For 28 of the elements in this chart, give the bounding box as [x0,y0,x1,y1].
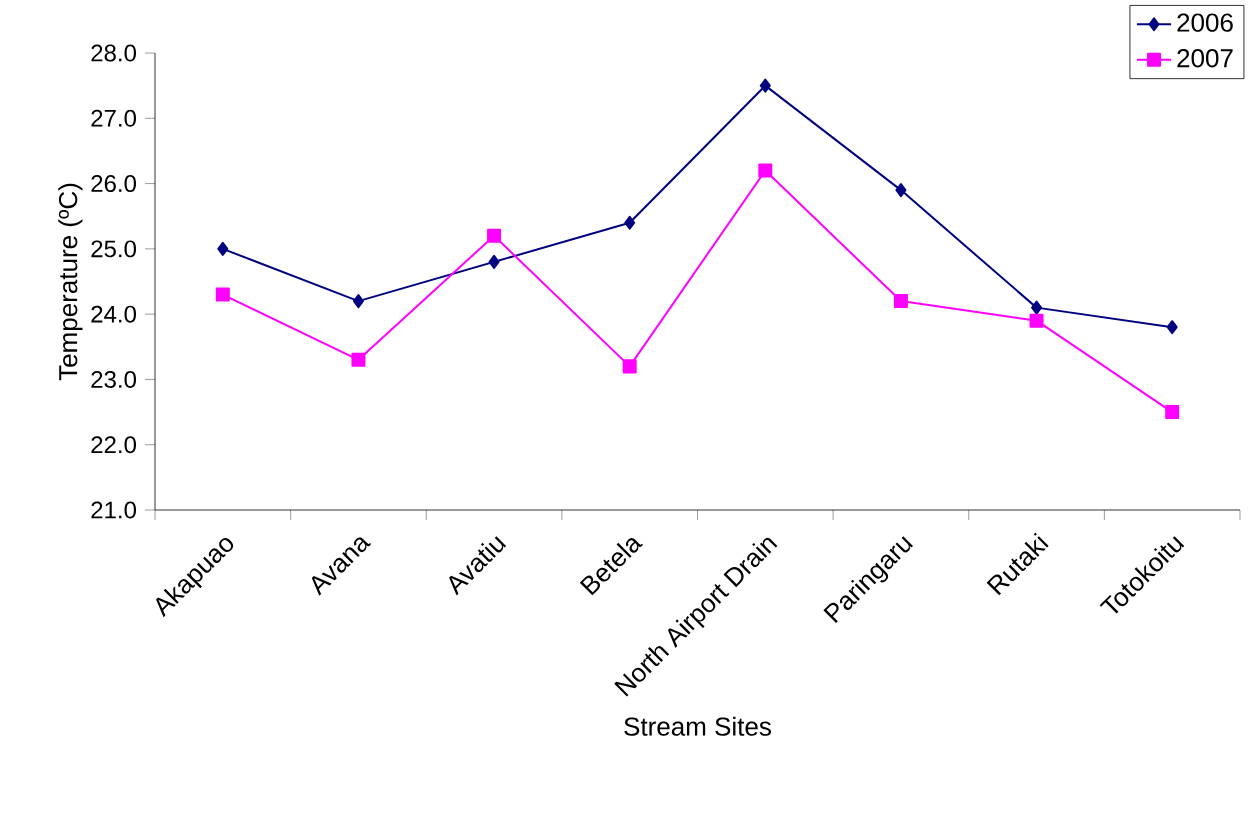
y-tick-label: 21.0 [91,501,137,519]
y-tick-label: 27.0 [91,109,137,127]
point [488,254,500,269]
y-tick-label: 23.0 [91,370,137,388]
y-tick-label: 24.0 [91,305,137,323]
point [217,241,229,256]
point [352,294,364,309]
y-axis-title: Temperature (ºC) [58,183,83,381]
legend-label: 2006 [1177,13,1233,32]
point [215,287,230,302]
point [624,215,636,230]
point [622,359,637,374]
point [893,294,908,309]
point [351,352,366,367]
point [895,183,907,198]
y-tick-label: 25.0 [91,240,137,258]
point [1166,320,1178,335]
point [1165,405,1180,420]
y-tick-label: 28.0 [91,44,137,62]
point [759,78,771,93]
point [758,163,773,178]
point [1031,300,1043,315]
x-axis-title: Stream Sites [624,716,771,736]
point [487,228,502,243]
legend-label: 2007 [1177,49,1233,68]
y-tick-label: 26.0 [91,175,137,193]
y-tick-label: 22.0 [91,436,137,454]
point [1029,313,1044,328]
